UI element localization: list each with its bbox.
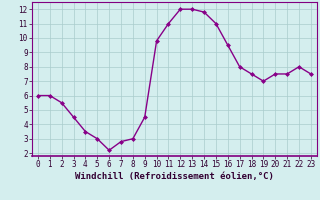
X-axis label: Windchill (Refroidissement éolien,°C): Windchill (Refroidissement éolien,°C) xyxy=(75,172,274,181)
